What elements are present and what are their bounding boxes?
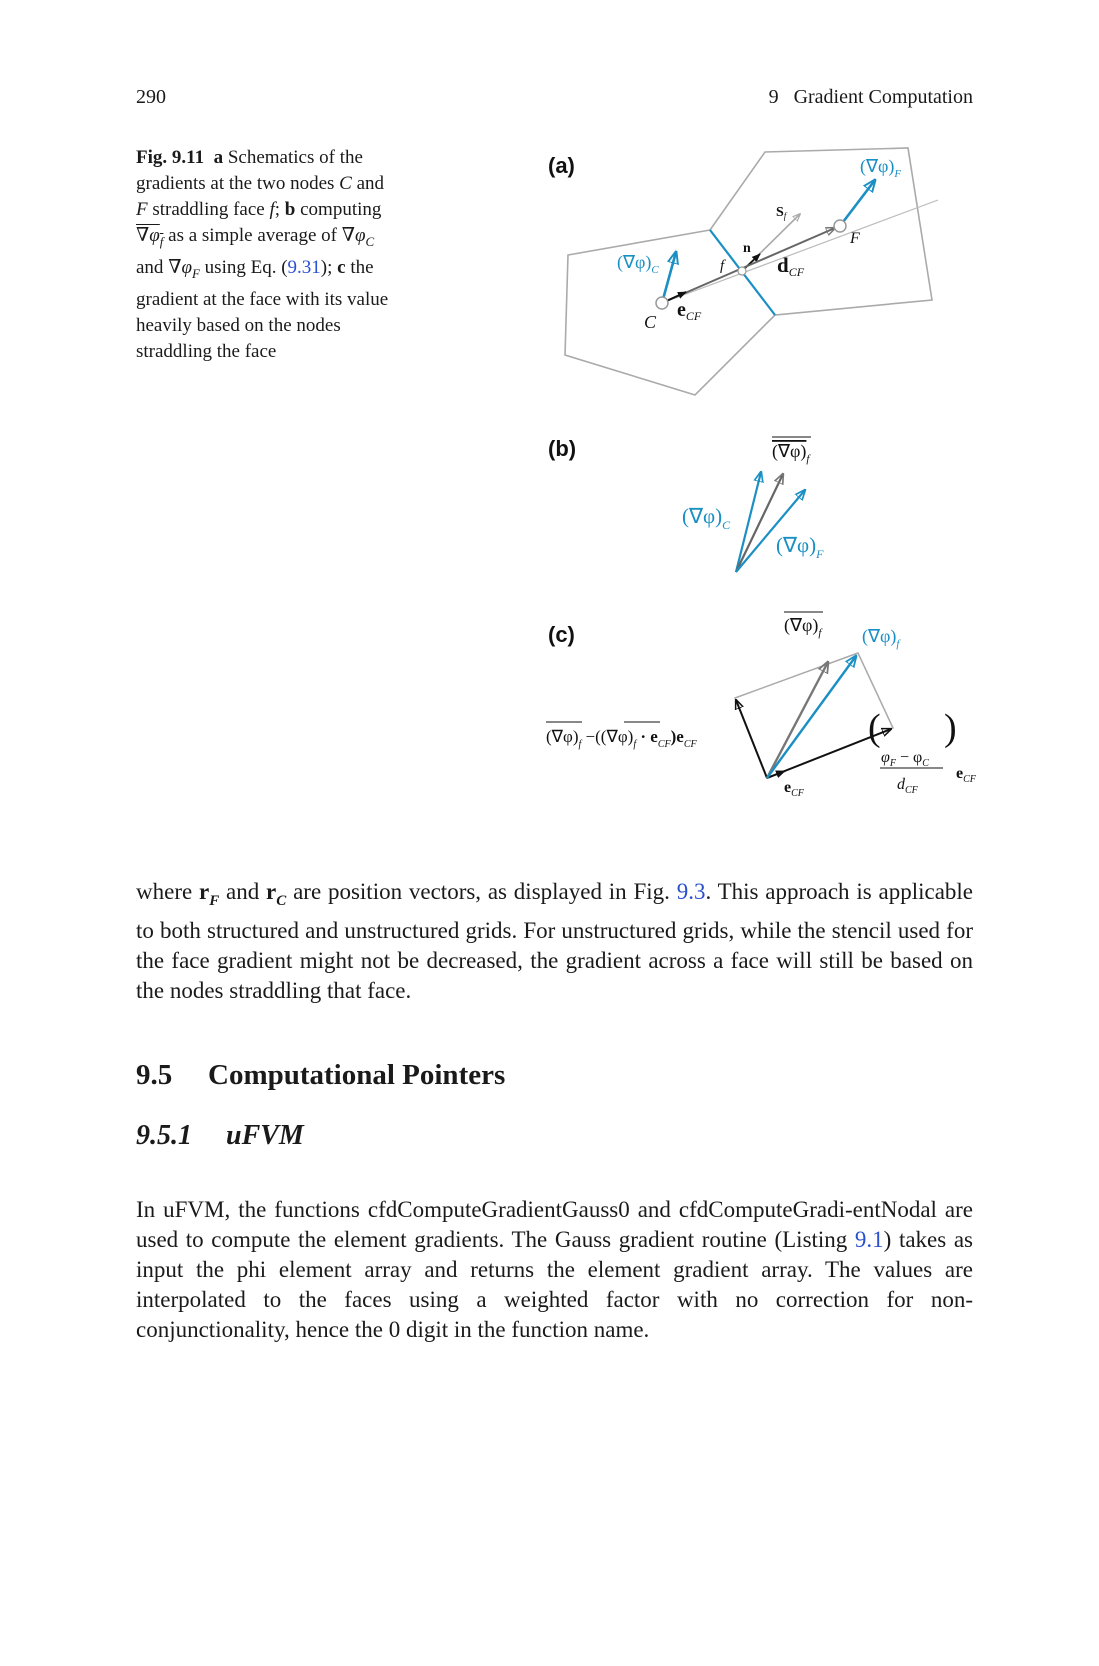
caption-text: C (339, 173, 352, 194)
grad-c-vector (660, 252, 676, 304)
panel-a-n: n (743, 241, 751, 256)
caption-math: ∇φ (168, 256, 192, 278)
panel-a-d-cf: dCF (777, 253, 805, 279)
section-heading: 9.5 Computational Pointers (136, 1059, 506, 1091)
panel-c-grad-f-label: (∇φ)f (862, 626, 901, 650)
paragraph: where rF and rC are position vectors, as… (136, 879, 973, 1003)
caption-text: ); (320, 256, 338, 278)
panel-a-face-f: f (720, 258, 726, 274)
panel-c-e-cf-label: eCF (784, 779, 805, 799)
caption-b: b (284, 199, 296, 220)
caption-a: a (213, 147, 224, 168)
caption-text: the gradient at the face with its value … (136, 256, 389, 362)
d-cf-vector (661, 228, 835, 304)
panel-b-grad-c (734, 472, 761, 573)
panel-b-grad-c-label: (∇φ)C (682, 504, 731, 532)
panel-b-grad-f-label: (∇φ)F (776, 533, 824, 561)
caption-text: straddling face (147, 199, 270, 220)
caption-label: Fig. 9.11 (136, 147, 205, 168)
node-c-circle (655, 296, 669, 310)
caption-text: Schematics of the gradients at the two n… (136, 147, 363, 194)
panel-b-label: (b) (548, 436, 576, 461)
panel-a-grad-c-label: (∇φ)C (617, 252, 659, 276)
figure-diagram: (a) (∇φ)C (∇φ)F C F f eCF dCF n Sf (b) (… (546, 147, 977, 799)
caption-text: using Eq. ( (204, 256, 288, 278)
panel-a-s-f: Sf (776, 205, 788, 221)
panel-a-grad-f-label: (∇φ)F (860, 156, 901, 180)
caption-text: F (136, 199, 148, 220)
panel-c-label: (c) (548, 622, 575, 647)
running-head: 9 Gradient Computation (768, 86, 973, 108)
svg-text:): ) (944, 707, 957, 749)
fig-ref-link[interactable]: 9.3 (676, 879, 706, 904)
caption-text: computing (295, 199, 382, 220)
caption-text: and (136, 256, 169, 278)
node-connection-line (661, 199, 939, 304)
panel-b-grad-f (735, 490, 805, 573)
caption-c: c (337, 256, 346, 278)
caption-text: f (269, 199, 275, 220)
grad-f-vector (838, 180, 875, 227)
svg-text:φF − φC: φF − φC (881, 749, 929, 769)
caption-text: as a simple average of (163, 225, 342, 246)
panel-c-grad-avg-vector (765, 662, 828, 779)
paragraph: In uFVM, the functions cfdComputeGradien… (136, 1197, 973, 1342)
panel-a-node-c: C (644, 312, 657, 332)
caption-math: ∇φ (341, 225, 366, 246)
panel-c-normal-component (766, 729, 891, 779)
caption-text: and (351, 173, 385, 194)
svg-text:eCF: eCF (956, 765, 977, 785)
panel-c-grad-f-vector (766, 656, 856, 779)
panel-b-grad-avg (735, 474, 783, 573)
figure-caption: Fig. 9.11 a Schematics of the gradients … (136, 147, 389, 362)
panel-c-e-cf-vector (766, 770, 786, 779)
panel-a-node-f: F (849, 230, 860, 247)
eq-ref-link[interactable]: 9.31 (287, 256, 321, 278)
panel-a-label: (a) (548, 153, 575, 178)
subsection-heading: 9.5.1 uFVM (136, 1120, 304, 1151)
listing-ref-link[interactable]: 9.1 (854, 1227, 884, 1252)
caption-math: ∇φf (136, 225, 164, 249)
svg-text:(: ( (868, 707, 881, 749)
panel-c-fraction: ( φF − φC dCF ) eCF (868, 707, 977, 796)
caption-text: ; (274, 199, 281, 220)
face-centroid (737, 266, 747, 276)
panel-c-grad-avg-label: (∇φ)f (784, 615, 823, 639)
page-number: 290 (136, 86, 166, 108)
svg-text:dCF: dCF (897, 776, 919, 796)
node-f-circle (833, 219, 847, 233)
panel-c-correction-vector (736, 700, 768, 779)
panel-b-grad-avg-label: (∇φ)f (772, 441, 811, 465)
panel-a-e-cf: eCF (677, 299, 702, 323)
panel-c-correction-label: (∇φ)f −((∇φ)f · eCF)eCF (546, 727, 697, 750)
